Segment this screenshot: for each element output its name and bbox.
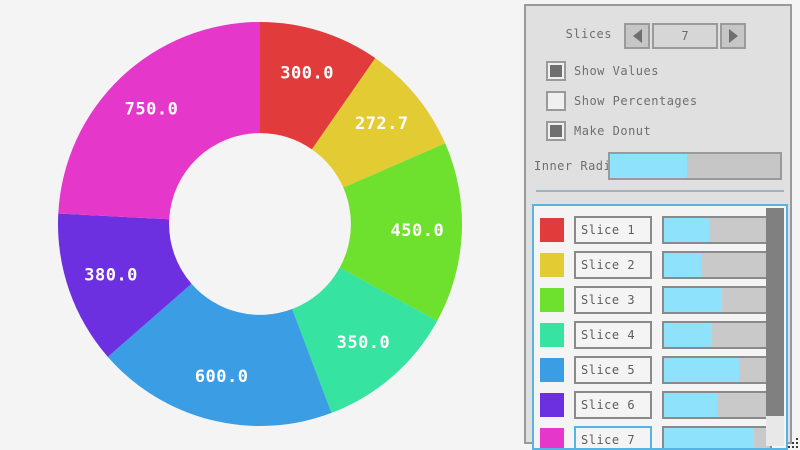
inner-radius-control: Inner Radius [526,150,794,182]
checkbox-box [546,121,566,141]
slice-list-item[interactable]: Slice 4 [540,317,780,352]
resize-grip-icon[interactable] [784,434,800,450]
slice-list-item[interactable]: Slice 2 [540,247,780,282]
slice-name-input[interactable]: Slice 4 [574,320,652,349]
slice-name-input[interactable]: Slice 7 [574,425,652,448]
slice-color-swatch[interactable] [540,392,564,417]
slice-value-slider-fill [664,252,703,277]
slice-name-input[interactable]: Slice 6 [574,390,652,419]
slice-value-slider[interactable] [662,320,772,349]
slice-list-item[interactable]: Slice 5 [540,352,780,387]
slice-name-input[interactable]: Slice 5 [574,355,652,384]
donut-slice[interactable] [58,22,260,220]
slices-spinner: Slices 7 [526,18,794,54]
slice-color-swatch[interactable] [540,357,564,382]
slice-value-slider-fill [664,392,717,417]
slice-value-slider-fill [664,287,723,312]
panel-separator [536,190,784,192]
inner-radius-slider[interactable] [608,152,782,180]
donut-slice-value-label: 600.0 [195,367,249,387]
inner-radius-label: Inner Radius [534,159,627,173]
slice-color-swatch[interactable] [540,287,564,312]
donut-slice-value-label: 380.0 [84,265,138,285]
donut-slice-value-label: 272.7 [355,114,409,134]
slice-color-swatch[interactable] [540,427,564,448]
slice-value-slider[interactable] [662,390,772,419]
donut-slice[interactable] [292,267,438,413]
checkbox-box [546,91,566,111]
donut-slice[interactable] [58,213,192,357]
inner-radius-slider-fill [610,154,687,178]
slice-list-item[interactable]: Slice 1 [540,212,780,247]
donut-slice[interactable] [311,58,446,188]
donut-slice[interactable] [339,143,462,321]
slice-color-swatch[interactable] [540,217,564,242]
triangle-right-icon [728,29,738,43]
slice-color-swatch[interactable] [540,252,564,277]
slices-value-field[interactable]: 7 [652,23,718,49]
show-percentages-checkbox[interactable]: Show Percentages [546,90,698,112]
slice-name-input[interactable]: Slice 3 [574,285,652,314]
slice-value-slider-fill [664,357,740,382]
donut-slices[interactable] [58,22,462,426]
triangle-left-icon [632,29,642,43]
show-values-label: Show Values [574,64,659,78]
slice-value-slider-fill [664,427,755,448]
controls-panel: Slices 7 Show Values Show Percentages Ma… [524,4,794,450]
show-values-checkbox[interactable]: Show Values [546,60,659,82]
donut-slice-value-label: 750.0 [125,100,179,120]
slice-value-slider[interactable] [662,425,772,448]
slice-name-input[interactable]: Slice 2 [574,250,652,279]
donut-slice[interactable] [107,283,332,426]
slices-increment-button[interactable] [720,23,746,49]
chart-canvas: 300.0 272.7 450.0 350.0 600.0 380.0 750.0 [0,0,520,450]
slices-spinner-label: Slices [565,27,612,41]
donut-slice-value-label: 450.0 [391,221,445,241]
slice-value-slider-fill [664,322,712,347]
slice-value-slider-fill [664,217,709,242]
slice-list-item[interactable]: Slice 7 [540,422,780,448]
checkbox-box [546,61,566,81]
slice-list-scrollbar[interactable] [766,208,784,446]
slice-list-item[interactable]: Slice 6 [540,387,780,422]
donut-chart[interactable]: 300.0 272.7 450.0 350.0 600.0 380.0 750.0 [0,0,520,450]
slice-list-item[interactable]: Slice 3 [540,282,780,317]
slices-decrement-button[interactable] [624,23,650,49]
show-percentages-label: Show Percentages [574,94,698,108]
slice-list-scrollbar-thumb[interactable] [766,208,784,416]
make-donut-label: Make Donut [574,124,652,138]
donut-slice-value-label: 350.0 [337,333,391,353]
slice-value-slider[interactable] [662,250,772,279]
slice-value-slider[interactable] [662,215,772,244]
slice-color-swatch[interactable] [540,322,564,347]
slice-value-slider[interactable] [662,285,772,314]
slice-name-input[interactable]: Slice 1 [574,215,652,244]
donut-slice[interactable] [260,22,376,150]
donut-value-labels: 300.0 272.7 450.0 350.0 600.0 380.0 750.0 [84,64,444,387]
slice-value-slider[interactable] [662,355,772,384]
slice-list[interactable]: Slice 1 Slice 2 Slice 3 Slice 4 Slice 5 Slice… [532,204,788,450]
make-donut-checkbox[interactable]: Make Donut [546,120,651,142]
donut-slice-value-label: 300.0 [280,64,334,84]
